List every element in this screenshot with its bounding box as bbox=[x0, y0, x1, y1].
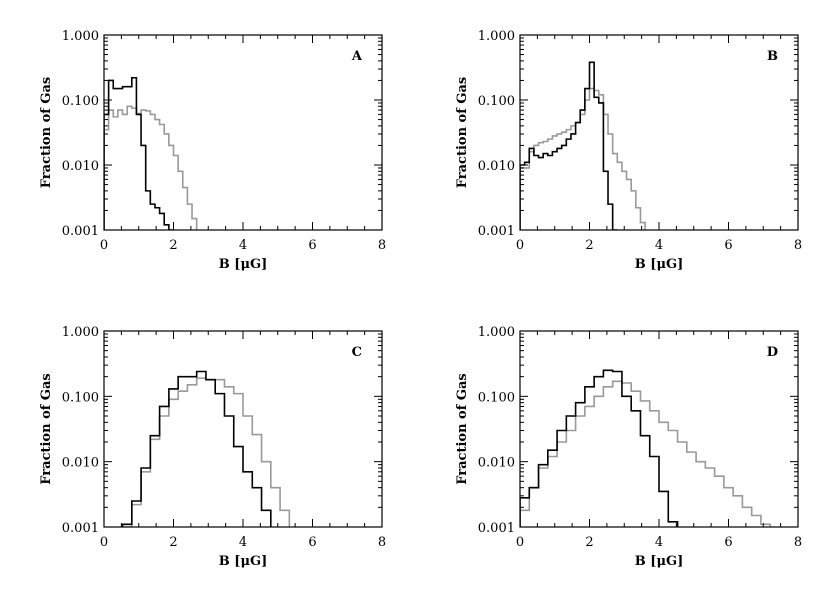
x-tick-label: 6 bbox=[308, 238, 316, 253]
x-tick-label: 2 bbox=[585, 535, 593, 550]
series-dark-line bbox=[520, 61, 618, 230]
x-tick-label: 2 bbox=[169, 238, 177, 253]
series-dark-line bbox=[520, 369, 679, 527]
plot-frame bbox=[103, 330, 383, 528]
series-light-line bbox=[520, 380, 771, 527]
y-tick-label: 0.010 bbox=[478, 159, 515, 174]
series-dark-line bbox=[104, 76, 174, 230]
x-tick-label: 8 bbox=[378, 238, 386, 253]
y-axis-title: Fraction of Gas bbox=[39, 373, 54, 484]
panel-label: C bbox=[352, 345, 362, 360]
x-tick-label: 4 bbox=[239, 238, 247, 253]
x-tick-label: 0 bbox=[100, 238, 108, 253]
x-tick-label: 8 bbox=[794, 238, 802, 253]
y-tick-label: 0.100 bbox=[478, 94, 515, 109]
series-light-line bbox=[122, 377, 291, 527]
x-tick-label: 4 bbox=[655, 535, 663, 550]
panel-d: 0 2 4 6 8 0.001 0.010 0.100 1.000 B [μG] Fraction … bbox=[455, 325, 802, 569]
y-tick-label: 0.010 bbox=[62, 159, 99, 174]
y-tick-label: 1.000 bbox=[62, 325, 99, 340]
x-axis-title: B [μG] bbox=[219, 257, 267, 272]
panel-label: A bbox=[351, 49, 363, 64]
y-tick-label: 0.100 bbox=[62, 94, 99, 109]
y-tick-label: 0.001 bbox=[62, 224, 99, 239]
plot-frame bbox=[103, 34, 383, 231]
panel-c: 0 2 4 6 8 0.001 0.010 0.100 1.000 B [μG] Fraction … bbox=[39, 325, 386, 569]
panel-label: B bbox=[767, 49, 778, 64]
y-axis-title: Fraction of Gas bbox=[39, 77, 54, 188]
series-light-line bbox=[520, 87, 646, 230]
panel-label: D bbox=[767, 345, 778, 360]
plot-frame bbox=[519, 330, 799, 528]
series-light-line bbox=[104, 105, 198, 230]
x-tick-label: 2 bbox=[585, 238, 593, 253]
x-tick-label: 0 bbox=[100, 535, 108, 550]
x-axis-title: B [μG] bbox=[635, 554, 683, 569]
x-tick-label: 0 bbox=[516, 535, 524, 550]
panel-a: 0 2 4 6 8 0.001 0.010 0.100 1.000 B [μG] Fraction … bbox=[39, 29, 386, 272]
y-tick-label: 0.001 bbox=[62, 521, 99, 536]
panel-b: 0 2 4 6 8 0.001 0.010 0.100 1.000 B [μG] Fraction … bbox=[455, 29, 802, 272]
x-tick-label: 8 bbox=[378, 535, 386, 550]
y-tick-label: 0.001 bbox=[478, 224, 515, 239]
x-axis-title: B [μG] bbox=[635, 257, 683, 272]
y-axis-title: Fraction of Gas bbox=[455, 77, 470, 188]
x-tick-label: 6 bbox=[308, 535, 316, 550]
x-tick-label: 8 bbox=[794, 535, 802, 550]
x-tick-label: 6 bbox=[724, 238, 732, 253]
y-axis-title: Fraction of Gas bbox=[455, 373, 470, 484]
x-axis-title: B [μG] bbox=[219, 554, 267, 569]
x-tick-label: 4 bbox=[655, 238, 663, 253]
x-tick-label: 6 bbox=[724, 535, 732, 550]
y-tick-label: 0.100 bbox=[478, 390, 515, 405]
x-tick-label: 0 bbox=[516, 238, 524, 253]
y-tick-label: 1.000 bbox=[478, 29, 515, 44]
y-tick-label: 0.001 bbox=[478, 521, 515, 536]
y-tick-label: 1.000 bbox=[62, 29, 99, 44]
y-tick-label: 1.000 bbox=[478, 325, 515, 340]
y-tick-label: 0.100 bbox=[62, 390, 99, 405]
y-tick-label: 0.010 bbox=[478, 456, 515, 471]
series-dark-line bbox=[121, 370, 272, 527]
y-tick-label: 0.010 bbox=[62, 456, 99, 471]
x-tick-label: 4 bbox=[239, 535, 247, 550]
x-tick-label: 2 bbox=[169, 535, 177, 550]
